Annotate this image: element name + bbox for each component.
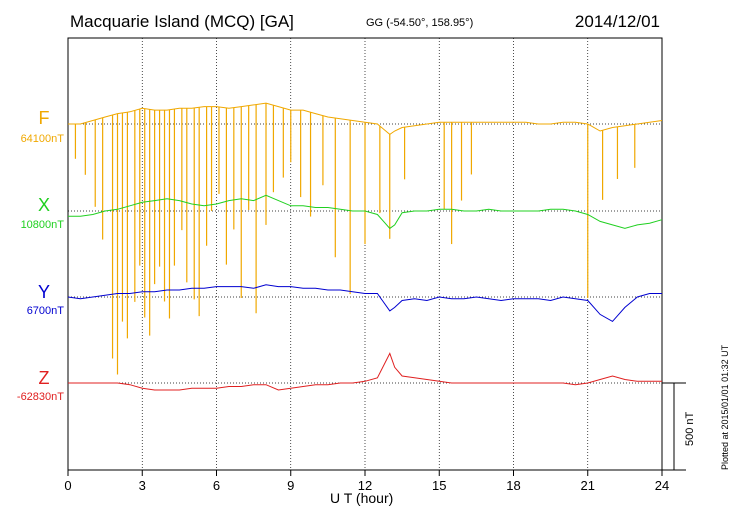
scale-bar	[662, 382, 686, 471]
series-label-f: F	[38, 108, 50, 128]
x-tick-label-24: 24	[655, 478, 669, 493]
series-line-z	[68, 352, 662, 391]
chart-date: 2014/12/01	[574, 12, 660, 31]
x-tick-label-12: 12	[358, 478, 372, 493]
x-tick-label-9: 9	[287, 478, 294, 493]
x-tick-label-6: 6	[213, 478, 220, 493]
x-tick-label-21: 21	[581, 478, 595, 493]
x-tick-label-0: 0	[64, 478, 71, 493]
x-tick-label-18: 18	[506, 478, 520, 493]
x-axis-title: U T (hour)	[330, 490, 394, 506]
x-axis-ticks: 0 3 6 9 12 15 18 21 24	[64, 470, 669, 493]
baseline-label-y: 6700nT	[26, 305, 64, 317]
baseline-label-f: 64100nT	[20, 133, 64, 145]
station-title: Macquarie Island (MCQ) [GA]	[70, 12, 294, 31]
x-tick-label-15: 15	[432, 478, 446, 493]
x-tick-label-3: 3	[139, 478, 146, 493]
series-line-y	[67, 284, 662, 323]
series-lines	[67, 102, 663, 391]
series-line-x	[68, 194, 663, 230]
series-label-z: Z	[38, 368, 50, 388]
baseline-label-z: -62830nT	[16, 391, 64, 403]
series-label-y: Y	[37, 282, 50, 302]
geo-coordinates: GG (-54.50°, 158.95°)	[366, 17, 474, 29]
vertical-gridlines	[141, 38, 589, 470]
series-label-x: X	[37, 195, 50, 215]
baseline-label-x: 10800nT	[20, 219, 64, 231]
